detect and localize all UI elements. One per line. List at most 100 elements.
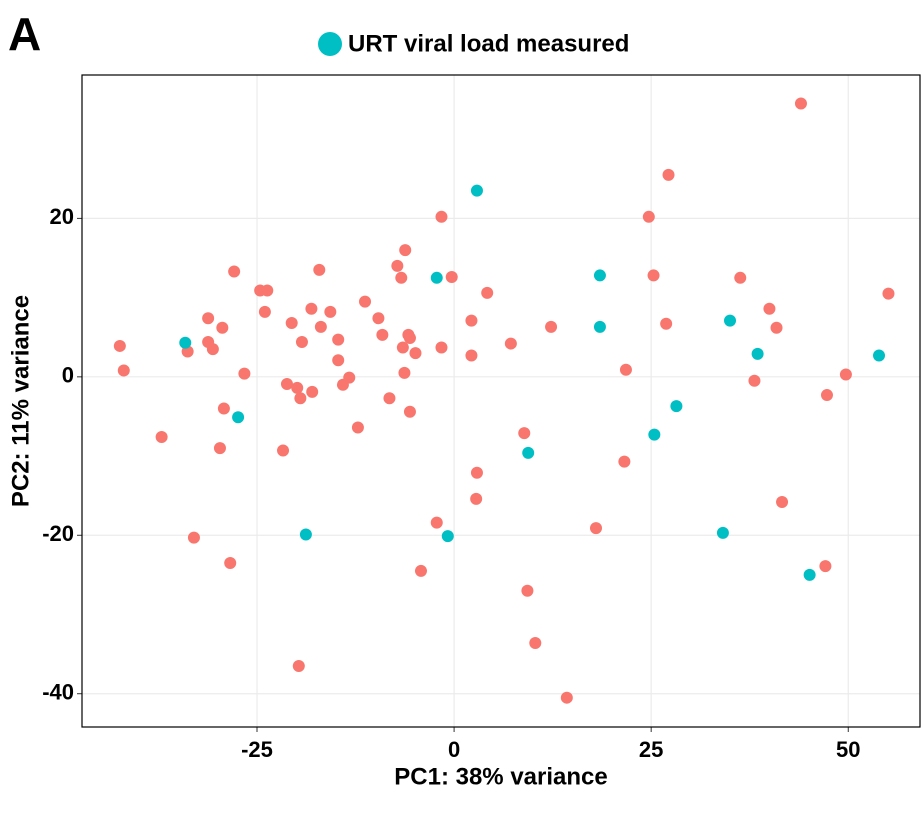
plot-border [81,74,921,728]
point [403,332,416,345]
point [445,271,458,284]
point [662,168,675,181]
point [399,244,412,257]
point [359,295,372,308]
point [470,466,483,479]
y-tick-label: 0 [62,363,74,388]
point [314,320,327,333]
point [430,271,443,284]
point [716,526,729,539]
point [179,336,192,349]
point [313,263,326,276]
point [819,560,832,573]
point [376,328,389,341]
point [529,637,542,650]
point [882,287,895,300]
point [155,431,168,444]
point [618,455,631,468]
point [504,337,517,350]
point [518,427,531,440]
point [803,568,816,581]
point [465,314,478,327]
point [435,210,448,223]
x-tick-label: 50 [836,737,860,762]
point [117,364,130,377]
point [470,492,483,505]
point [794,97,807,110]
point [395,271,408,284]
point [441,530,454,543]
x-tick-label: -25 [241,737,273,762]
point [306,385,319,398]
point [332,354,345,367]
point [481,286,494,299]
point [261,284,274,297]
point [724,314,737,327]
point [435,341,448,354]
point [734,271,747,284]
point [238,367,251,380]
point [232,411,245,424]
point [291,381,304,394]
point [763,302,776,315]
point [398,366,411,379]
point [187,531,200,544]
point [647,269,660,282]
point [295,335,308,348]
point [521,584,534,597]
y-tick-label: 20 [50,204,74,229]
panel-label: A [8,8,41,60]
point [305,302,318,315]
point [430,516,443,529]
legend-marker [318,32,342,56]
point [277,444,290,457]
point [589,522,602,535]
point [465,349,478,362]
point [343,371,356,384]
point [213,442,226,455]
point [403,405,416,418]
point [383,392,396,405]
point [206,343,219,356]
point [545,320,558,333]
point [770,321,783,334]
point [202,312,215,325]
point [560,691,573,704]
point [409,347,422,360]
x-tick-label: 0 [448,737,460,762]
point [751,347,764,360]
point [228,265,241,278]
point [660,317,673,330]
point [294,392,307,405]
point [372,312,385,325]
point [414,564,427,577]
point [258,305,271,318]
point [299,528,312,541]
point [217,402,230,415]
point [292,659,305,672]
point [396,341,409,354]
point [776,496,789,509]
point [332,333,345,346]
point [839,368,852,381]
point [593,320,606,333]
point [324,305,337,318]
x-tick-label: 25 [639,737,663,762]
point [391,259,404,272]
x-axis-label: PC1: 38% variance [394,763,607,790]
point [470,184,483,197]
point [820,389,833,402]
point [351,421,364,434]
point [285,316,298,329]
point [113,339,126,352]
point [522,446,535,459]
point [648,428,661,441]
legend-label: URT viral load measured [348,30,629,57]
y-tick-label: -40 [42,680,74,705]
point [619,363,632,376]
point [670,400,683,413]
point [748,374,761,387]
point [216,321,229,334]
point [873,349,886,362]
